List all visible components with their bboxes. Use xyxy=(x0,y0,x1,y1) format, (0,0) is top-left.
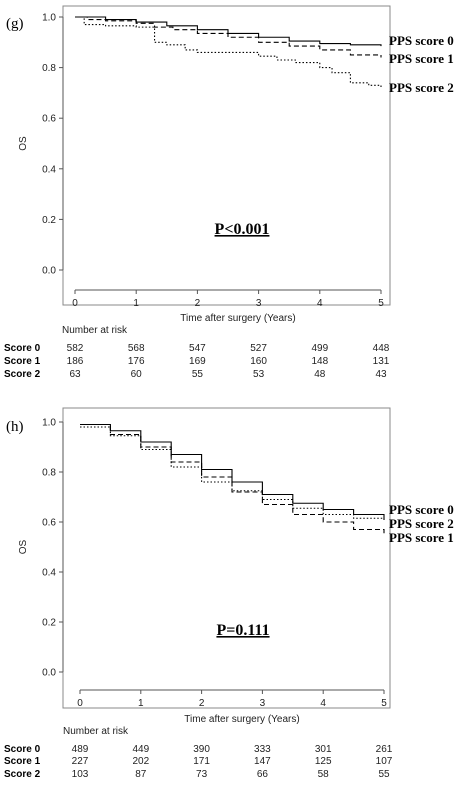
y-tick-label: 0.6 xyxy=(42,114,56,125)
x-tick-label: 2 xyxy=(195,298,201,309)
y-axis-label: OS xyxy=(18,136,29,151)
y-tick-label: 0.4 xyxy=(42,568,56,579)
risk-count: 55 xyxy=(378,769,390,780)
risk-count: 489 xyxy=(72,744,89,755)
x-tick-label: 3 xyxy=(260,698,266,709)
risk-count: 63 xyxy=(69,369,81,380)
risk-count: 390 xyxy=(193,744,210,755)
km-panel-1: 0.0 0.2 0.4 0.6 0.8 1.0 OS 0 1 2 3 4 5 Time after sur… xyxy=(4,407,454,780)
series-label-score-1: PPS score 1 xyxy=(389,530,454,545)
risk-count: 499 xyxy=(311,343,328,354)
risk-count: 547 xyxy=(189,343,206,354)
y-tick-label: 1.0 xyxy=(42,13,56,24)
km-curve-score-0 xyxy=(75,16,382,47)
risk-count: 160 xyxy=(250,356,267,367)
risk-row-label: Score 1 xyxy=(4,756,41,767)
risk-row-label: Score 2 xyxy=(4,369,41,380)
risk-count: 58 xyxy=(318,769,330,780)
risk-count: 527 xyxy=(250,343,267,354)
x-tick-label: 3 xyxy=(256,298,262,309)
risk-count: 169 xyxy=(189,356,206,367)
risk-count: 55 xyxy=(192,369,204,380)
km-curve-score-0 xyxy=(80,423,385,520)
risk-count: 176 xyxy=(128,356,145,367)
series-label-score-0: PPS score 0 xyxy=(389,502,454,517)
risk-table-title: Number at risk xyxy=(63,726,129,737)
risk-count: 301 xyxy=(315,744,332,755)
risk-count: 131 xyxy=(373,356,390,367)
km-curve-score-2 xyxy=(80,426,385,522)
risk-count: 449 xyxy=(132,744,149,755)
plot-frame xyxy=(62,5,391,306)
y-tick-label: 0.8 xyxy=(42,63,56,74)
x-tick-label: 1 xyxy=(138,698,144,709)
series-label-score-1: PPS score 1 xyxy=(389,51,454,66)
x-tick-label: 4 xyxy=(320,698,326,709)
risk-row-label: Score 2 xyxy=(4,769,41,780)
y-tick-label: 0.2 xyxy=(42,618,56,629)
x-tick-label: 5 xyxy=(378,298,384,309)
risk-count: 147 xyxy=(254,756,271,767)
y-tick-label: 1.0 xyxy=(42,418,56,429)
y-tick-label: 0.0 xyxy=(42,266,56,277)
risk-count: 227 xyxy=(72,756,89,767)
risk-count: 87 xyxy=(135,769,147,780)
risk-count: 186 xyxy=(67,356,84,367)
risk-row-label: Score 1 xyxy=(4,356,41,367)
risk-row-label: Score 0 xyxy=(4,343,41,354)
risk-count: 43 xyxy=(375,369,387,380)
risk-count: 53 xyxy=(253,369,265,380)
panel-label: (h) xyxy=(6,419,24,435)
series-label-score-2: PPS score 2 xyxy=(389,80,454,95)
y-tick-label: 0.8 xyxy=(42,468,56,479)
y-tick-label: 0.4 xyxy=(42,164,56,175)
y-tick-label: 0.2 xyxy=(42,215,56,226)
risk-count: 107 xyxy=(376,756,393,767)
x-tick-label: 1 xyxy=(133,298,139,309)
risk-count: 73 xyxy=(196,769,208,780)
risk-count: 202 xyxy=(132,756,149,767)
risk-count: 568 xyxy=(128,343,145,354)
risk-count: 148 xyxy=(311,356,328,367)
risk-count: 261 xyxy=(376,744,393,755)
y-tick-label: 0.6 xyxy=(42,518,56,529)
x-axis-label: Time after surgery (Years) xyxy=(180,313,295,324)
x-tick-label: 4 xyxy=(317,298,323,309)
risk-count: 66 xyxy=(257,769,269,780)
risk-count: 125 xyxy=(315,756,332,767)
risk-row-label: Score 0 xyxy=(4,744,41,755)
risk-count: 60 xyxy=(131,369,143,380)
km-panel-0: 0.0 0.2 0.4 0.6 0.8 1.0 OS 0 1 2 3 4 5 Time after sur… xyxy=(4,5,454,380)
risk-count: 103 xyxy=(72,769,89,780)
x-tick-label: 0 xyxy=(72,298,78,309)
risk-table-title: Number at risk xyxy=(62,325,128,336)
plot-frame xyxy=(62,407,391,709)
x-tick-label: 5 xyxy=(381,698,387,709)
p-value-annotation: P=0.111 xyxy=(216,622,269,639)
series-label-score-2: PPS score 2 xyxy=(389,516,454,531)
x-axis-label: Time after surgery (Years) xyxy=(184,714,299,725)
x-tick-label: 2 xyxy=(199,698,205,709)
panel-label: (g) xyxy=(6,16,24,32)
risk-count: 171 xyxy=(193,756,210,767)
risk-count: 333 xyxy=(254,744,271,755)
km-curve-score-1 xyxy=(80,423,385,534)
risk-count: 48 xyxy=(314,369,326,380)
km-curve-score-1 xyxy=(75,16,382,58)
risk-count: 448 xyxy=(373,343,390,354)
x-tick-label: 0 xyxy=(77,698,83,709)
p-value-annotation: P<0.001 xyxy=(215,221,270,238)
y-tick-label: 0.0 xyxy=(42,668,56,679)
risk-count: 582 xyxy=(67,343,84,354)
series-label-score-0: PPS score 0 xyxy=(389,33,454,48)
y-axis-label: OS xyxy=(18,539,29,554)
km-curve-score-2 xyxy=(75,16,382,88)
